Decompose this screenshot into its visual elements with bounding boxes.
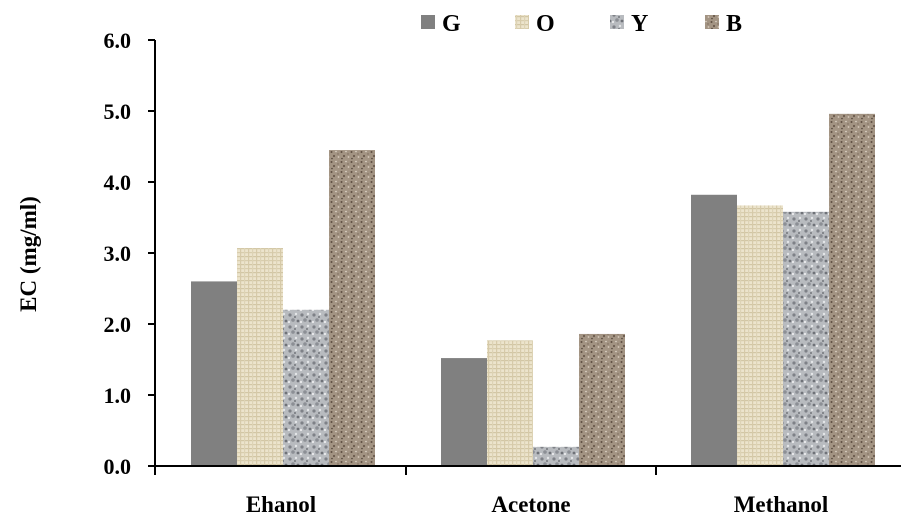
legend-label-b: B bbox=[726, 11, 742, 37]
y-tick-label: 5.0 bbox=[104, 99, 132, 124]
bar-g-acetone bbox=[441, 358, 487, 466]
bar-y-ehanol bbox=[283, 309, 329, 466]
bar-b-acetone bbox=[579, 333, 625, 466]
bar-y-acetone bbox=[533, 446, 579, 466]
y-axis-title: EC (mg/ml) bbox=[16, 196, 41, 312]
x-category-label: Acetone bbox=[491, 492, 570, 517]
x-category-label: Ehanol bbox=[246, 492, 316, 517]
bar-o-methanol bbox=[737, 205, 783, 466]
bar-b-ehanol bbox=[329, 150, 375, 467]
bar-g-methanol bbox=[691, 194, 737, 466]
y-tick-label: 4.0 bbox=[104, 170, 132, 195]
legend-label-y: Y bbox=[631, 11, 648, 37]
y-tick-label: 1.0 bbox=[104, 383, 132, 408]
legend-label-g: G bbox=[442, 11, 461, 37]
y-tick-label: 2.0 bbox=[104, 312, 132, 337]
bar-g-ehanol bbox=[191, 281, 237, 466]
bar-b-methanol bbox=[829, 113, 875, 466]
y-tick-label: 3.0 bbox=[104, 241, 132, 266]
legend-swatch-g bbox=[421, 15, 435, 29]
legend-label-o: O bbox=[536, 11, 555, 37]
x-category-label: Methanol bbox=[734, 492, 829, 517]
y-tick-label: 6.0 bbox=[104, 28, 132, 53]
axes-group: 0.0 1.0 2.0 3.0 4.0 5.0 6.0 Ehanol Acetone Methan… bbox=[104, 28, 901, 517]
legend-swatch-o bbox=[515, 15, 529, 29]
bar-o-ehanol bbox=[237, 248, 283, 466]
y-tick-label: 0.0 bbox=[104, 454, 132, 479]
bar-o-acetone bbox=[487, 340, 533, 466]
bars-group bbox=[191, 113, 875, 467]
legend-swatch-b bbox=[705, 15, 719, 29]
bar-y-methanol bbox=[783, 211, 829, 466]
legend-swatch-y bbox=[610, 15, 624, 29]
